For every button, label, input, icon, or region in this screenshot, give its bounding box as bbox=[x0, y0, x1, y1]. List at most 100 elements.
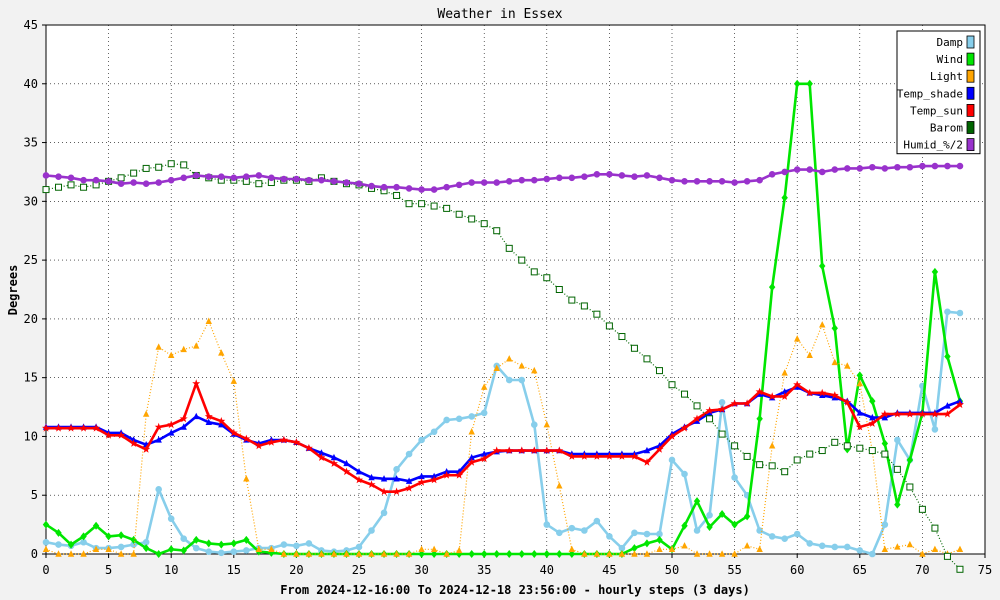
light-point bbox=[405, 550, 413, 557]
temp-sun-point bbox=[129, 439, 138, 447]
humid-2-point bbox=[781, 168, 788, 176]
wind-point bbox=[92, 521, 100, 530]
wind-point bbox=[42, 520, 50, 529]
light-point bbox=[731, 550, 738, 557]
damp-point bbox=[881, 521, 889, 528]
temp-sun-point bbox=[380, 487, 388, 496]
humid-2-point bbox=[493, 179, 501, 186]
humid-2-point bbox=[631, 173, 638, 180]
barom-point bbox=[693, 402, 701, 410]
temp-shade-point bbox=[368, 473, 375, 481]
humid-2-point bbox=[869, 163, 876, 171]
wind-point bbox=[193, 535, 200, 544]
series-humid-2 bbox=[42, 162, 964, 193]
damp-point bbox=[869, 550, 876, 558]
humid-2-point bbox=[280, 175, 288, 183]
barom-point bbox=[568, 296, 576, 304]
humid-2-point bbox=[919, 162, 926, 170]
temp-sun-point bbox=[780, 392, 789, 400]
damp-point bbox=[543, 521, 551, 528]
temp-sun-point bbox=[242, 434, 251, 443]
humid-2-point bbox=[105, 178, 112, 185]
damp-point bbox=[681, 470, 688, 478]
temp-sun-point bbox=[693, 414, 701, 423]
humid-2-point bbox=[505, 178, 513, 185]
wind-point bbox=[681, 521, 688, 530]
damp-point bbox=[443, 416, 450, 424]
humid-2-point bbox=[217, 173, 225, 180]
barom-point bbox=[868, 447, 876, 455]
barom-point bbox=[455, 210, 463, 218]
wind-point bbox=[743, 512, 751, 521]
light-point bbox=[80, 550, 87, 557]
temp-sun-line bbox=[46, 382, 961, 494]
damp-point bbox=[693, 527, 701, 534]
humid-2-point bbox=[55, 173, 62, 180]
damp-point bbox=[530, 421, 538, 428]
temp-sun-point bbox=[668, 432, 676, 440]
damp-point bbox=[718, 399, 726, 406]
legend: Damp Wind Light Temp_shade Temp_sun Barom Humi… bbox=[896, 30, 981, 155]
humid-2-point bbox=[543, 175, 551, 183]
humid-2-point bbox=[380, 183, 388, 191]
legend-swatch bbox=[966, 86, 975, 100]
x-tick-label: 75 bbox=[978, 563, 992, 577]
damp-point bbox=[944, 308, 951, 316]
light-point bbox=[756, 545, 763, 552]
temp-shade-point bbox=[944, 402, 951, 409]
damp-point bbox=[505, 376, 513, 384]
barom-point bbox=[505, 244, 513, 252]
temp-shade-point bbox=[405, 477, 413, 484]
legend-swatch bbox=[966, 138, 975, 152]
damp-point bbox=[856, 547, 864, 554]
damp-point bbox=[581, 527, 588, 534]
temp-sun-point bbox=[192, 379, 201, 387]
temp-shade-point bbox=[831, 393, 838, 401]
wind-point bbox=[768, 283, 776, 292]
humid-2-point bbox=[643, 172, 651, 179]
damp-point bbox=[556, 529, 563, 537]
temp-sun-point bbox=[643, 458, 651, 466]
barom-point bbox=[668, 381, 676, 389]
temp-shade-point bbox=[355, 468, 363, 475]
light-point bbox=[506, 355, 513, 362]
humid-2-point bbox=[856, 165, 864, 172]
humid-2-point bbox=[430, 186, 438, 193]
light-point bbox=[844, 362, 851, 369]
light-point bbox=[155, 343, 162, 350]
temp-shade-point bbox=[205, 418, 212, 426]
temp-sun-point bbox=[442, 471, 451, 479]
light-point bbox=[368, 550, 375, 557]
x-tick-label: 0 bbox=[42, 563, 49, 577]
damp-point bbox=[117, 543, 125, 551]
temp-sun-point bbox=[530, 446, 539, 454]
light-point bbox=[581, 550, 588, 557]
humid-2-point bbox=[393, 183, 400, 191]
humid-2-point bbox=[581, 173, 588, 180]
wind-point bbox=[631, 544, 638, 553]
light-point bbox=[593, 550, 601, 557]
damp-point bbox=[818, 542, 826, 550]
barom-point bbox=[142, 164, 150, 172]
humid-2-point bbox=[180, 174, 188, 182]
temp-sun-point bbox=[392, 487, 401, 496]
light-point bbox=[330, 550, 338, 557]
x-axis-label: From 2024-12-16:00 To 2024-12-18 23:56:0… bbox=[280, 583, 750, 597]
barom-point bbox=[555, 286, 563, 293]
wind-point bbox=[568, 550, 576, 558]
temp-shade-point bbox=[343, 459, 350, 467]
humid-2-point bbox=[155, 179, 162, 186]
barom-point bbox=[718, 430, 726, 438]
barom-point bbox=[468, 215, 476, 223]
barom-point bbox=[167, 160, 175, 168]
barom-point bbox=[843, 442, 851, 450]
barom-point bbox=[768, 462, 776, 470]
light-point bbox=[180, 345, 187, 353]
humid-2-point bbox=[843, 165, 851, 172]
wind-point bbox=[831, 324, 838, 333]
temp-sun-point bbox=[317, 453, 326, 461]
light-point bbox=[743, 542, 751, 549]
temp-sun-point bbox=[605, 452, 614, 460]
series-temp-sun bbox=[42, 379, 964, 496]
humid-2-point bbox=[530, 176, 538, 184]
